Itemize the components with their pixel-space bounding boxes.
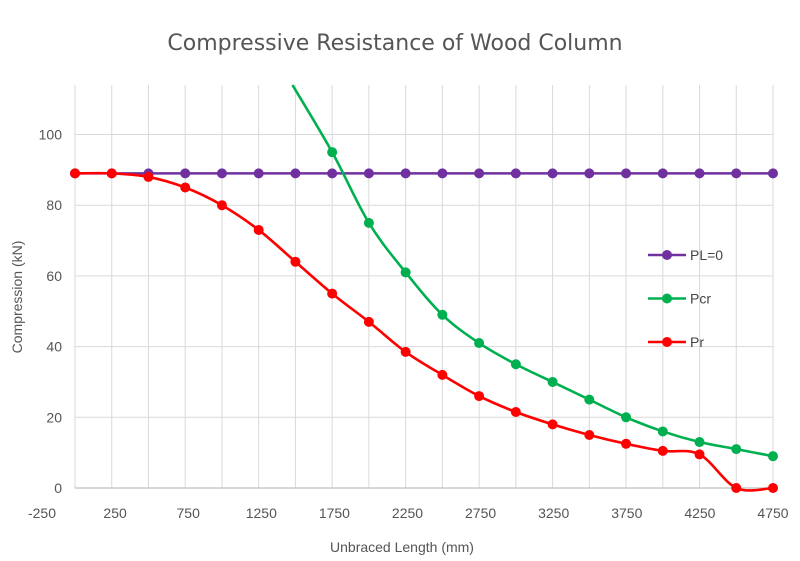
data-point: [731, 444, 742, 455]
data-point: [474, 168, 485, 179]
data-point: [180, 168, 191, 179]
series-pcr: [291, 84, 778, 462]
data-point: [400, 346, 411, 357]
x-axis-title: Unbraced Length (mm): [330, 539, 474, 555]
data-point: [216, 200, 227, 211]
data-point: [657, 426, 668, 437]
data-point: [437, 309, 448, 320]
y-tick-label: 0: [54, 480, 62, 496]
data-point: [694, 437, 705, 448]
series-line: [291, 84, 774, 458]
data-point: [180, 182, 191, 193]
data-point: [621, 438, 632, 449]
y-tick-label: 100: [39, 126, 63, 142]
data-point: [657, 445, 668, 456]
y-tick-label: 60: [46, 268, 62, 284]
data-point: [437, 168, 448, 179]
data-point: [768, 168, 778, 179]
data-point: [768, 483, 778, 493]
data-point: [731, 168, 742, 179]
data-point: [584, 429, 595, 440]
series-line: [74, 171, 774, 492]
data-point: [363, 316, 374, 327]
data-point: [363, 168, 374, 179]
grid: [74, 85, 774, 489]
x-tick-label: 750: [177, 505, 201, 521]
data-point: [657, 168, 668, 179]
data-point: [547, 376, 558, 387]
legend-item: Pcr: [648, 291, 711, 307]
series-group: [70, 84, 778, 493]
data-point: [437, 369, 448, 380]
data-point: [510, 359, 521, 370]
data-point: [547, 168, 558, 179]
legend-label: PL=0: [690, 247, 723, 263]
data-point: [253, 168, 264, 179]
x-tick-label: 3250: [538, 505, 569, 521]
series-pr: [70, 168, 778, 493]
data-point: [621, 412, 632, 423]
data-point: [768, 451, 778, 462]
data-point: [584, 168, 595, 179]
legend-label: Pcr: [690, 291, 711, 307]
data-point: [474, 338, 485, 349]
legend-item: PL=0: [648, 247, 723, 263]
data-point: [327, 168, 338, 179]
legend-label: Pr: [690, 334, 704, 350]
data-point: [290, 168, 301, 179]
x-tick-label: 250: [103, 505, 127, 521]
data-point: [474, 391, 485, 402]
data-point: [694, 168, 705, 179]
series-pl-0: [70, 168, 778, 179]
data-point: [70, 168, 80, 179]
data-point: [290, 256, 301, 267]
data-point: [731, 483, 742, 493]
x-tick-label: 3750: [611, 505, 642, 521]
data-point: [216, 168, 227, 179]
data-point: [694, 449, 705, 460]
x-tick-label: 2750: [465, 505, 496, 521]
data-point: [400, 168, 411, 179]
data-point: [327, 288, 338, 299]
data-point: [400, 267, 411, 278]
x-tick-label: -250: [28, 505, 56, 521]
data-point: [327, 147, 338, 158]
legend-swatch-marker: [662, 337, 672, 347]
legend: PL=0 Pcr Pr: [648, 247, 723, 350]
data-point: [547, 419, 558, 430]
x-tick-label: 4750: [757, 505, 788, 521]
data-point: [143, 171, 154, 182]
data-point: [584, 394, 595, 405]
chart-title: Compressive Resistance of Wood Column: [167, 31, 622, 56]
legend-swatch-marker: [662, 250, 672, 260]
legend-swatch-marker: [662, 293, 672, 304]
data-point: [510, 406, 521, 417]
y-tick-label: 80: [46, 197, 62, 213]
data-point: [106, 168, 117, 179]
y-axis-title: Compression (kN): [9, 241, 25, 354]
x-tick-label: 2250: [392, 505, 423, 521]
axes: -250 250 750 1250 1750 2250 2750 3250 3750 4250 47…: [28, 126, 789, 521]
data-point: [253, 224, 264, 235]
y-tick-label: 20: [46, 409, 62, 425]
x-tick-label: 1750: [319, 505, 350, 521]
legend-item: Pr: [648, 334, 704, 350]
data-point: [510, 168, 521, 179]
x-tick-label: 4250: [684, 505, 715, 521]
x-tick-label: 1250: [246, 505, 277, 521]
data-point: [621, 168, 632, 179]
data-point: [363, 217, 374, 228]
y-tick-label: 40: [46, 339, 62, 355]
